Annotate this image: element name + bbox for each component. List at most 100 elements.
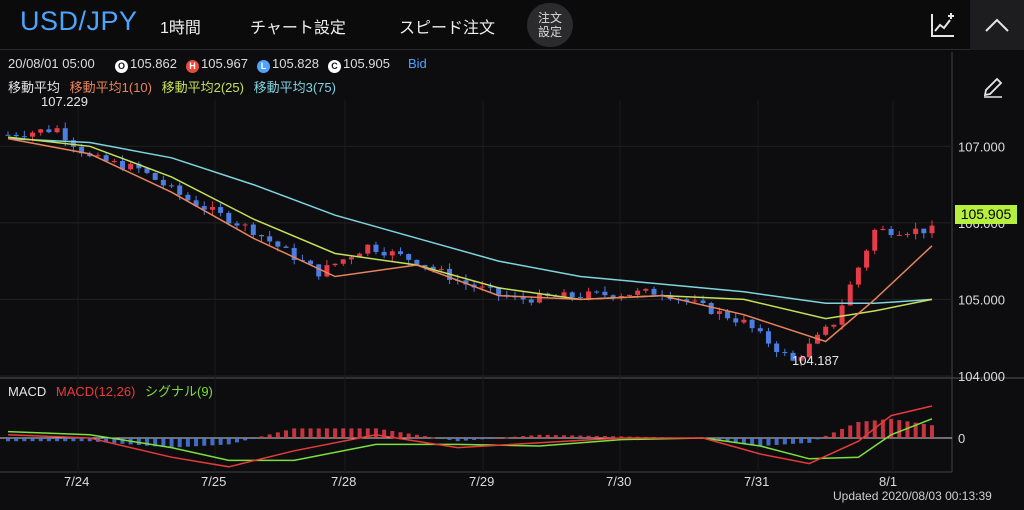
macd-histogram-bar <box>905 421 910 438</box>
macd-histogram-bar <box>553 435 558 438</box>
candle-body <box>569 292 575 298</box>
macd-histogram-bar <box>913 422 918 438</box>
draw-tool-button[interactable] <box>972 72 1014 102</box>
candle-body <box>275 241 281 247</box>
candle-body <box>757 328 763 332</box>
currency-pair-selector[interactable]: USD/JPY <box>20 6 138 36</box>
ohlc-high: H 105.967 <box>186 56 248 73</box>
candle-body <box>119 161 125 170</box>
macd-histogram-bar <box>790 438 795 444</box>
macd-histogram-bar <box>594 435 599 438</box>
macd-histogram-bar <box>545 434 550 438</box>
macd-histogram-bar <box>831 432 836 438</box>
macd-histogram-bar <box>570 435 575 438</box>
macd-histogram-bar <box>880 419 885 438</box>
macd-histogram-bar <box>30 438 35 442</box>
candle-body <box>594 291 600 293</box>
macd-histogram-bar <box>185 438 190 447</box>
price-tick-label: 105.000 <box>958 292 1005 307</box>
macd-histogram-bar <box>537 434 542 438</box>
candle-body <box>749 319 755 329</box>
candle-body <box>30 132 36 137</box>
macd-histogram-bar <box>136 438 141 446</box>
macd-histogram-bar <box>472 438 477 440</box>
timeframe-button[interactable]: 1時間 <box>160 20 201 37</box>
candle-body <box>111 161 117 163</box>
add-indicator-button[interactable] <box>916 0 970 50</box>
collapse-button[interactable] <box>970 0 1024 50</box>
macd-histogram-bar <box>259 436 264 438</box>
price-tick-label: 104.000 <box>958 369 1005 384</box>
ma3-line <box>7 137 933 305</box>
candle-body <box>496 287 502 295</box>
chart-grid <box>0 52 1024 473</box>
candle-body <box>692 300 698 302</box>
macd-histogram-bar <box>619 436 624 438</box>
candle-body <box>234 223 240 226</box>
high-value: 105.967 <box>201 56 248 71</box>
macd-histogram-bar <box>341 428 346 438</box>
candle-body <box>201 206 207 210</box>
candle-body <box>438 268 444 270</box>
macd-histogram-bar <box>823 435 828 438</box>
time-tick-label: 7/29 <box>469 474 494 489</box>
candle-body <box>487 286 493 288</box>
candle-body <box>373 244 379 252</box>
macd-histogram-bar <box>46 438 51 442</box>
order-settings-label-1: 注文 <box>537 11 562 25</box>
candle-body <box>626 294 632 296</box>
candle-body <box>177 185 183 195</box>
candle-body <box>921 228 927 234</box>
candle-body <box>389 251 395 256</box>
speed-order-button[interactable]: スピード注文 <box>399 20 496 37</box>
macd-histogram-bar <box>578 435 583 438</box>
time-tick-label: 7/31 <box>744 474 769 489</box>
candle-body <box>602 291 608 296</box>
macd-histogram-bar <box>782 438 787 445</box>
chart-settings-button[interactable]: チャート設定 <box>250 20 346 37</box>
macd-histogram-bar <box>799 438 804 444</box>
candle-body <box>929 225 935 234</box>
macd-histogram-bar <box>562 435 567 438</box>
macd-histogram-bar <box>455 438 460 442</box>
ohlc-info-row: 20/08/01 05:00 O 105.862 H 105.967 L 105.82… <box>0 52 1024 74</box>
close-value: 105.905 <box>343 56 390 71</box>
ohlc-low: L 105.828 <box>257 56 319 73</box>
candle-body <box>87 153 93 157</box>
macd-histogram-bar <box>357 428 362 438</box>
candle-body <box>733 318 739 323</box>
high-annotation: 107.229 <box>41 94 88 109</box>
candle-body <box>855 267 861 285</box>
macd-histogram-bar <box>226 438 231 445</box>
macd-histogram-bar <box>741 438 746 444</box>
macd-histogram-bar <box>406 433 411 438</box>
order-settings-button[interactable]: 注文 設定 <box>527 3 573 47</box>
candle-body <box>586 291 592 299</box>
macd-legend: MACD MACD(12,26) シグナル(9) <box>8 381 213 400</box>
open-value: 105.862 <box>130 56 177 71</box>
macd-histogram-bar <box>324 428 329 438</box>
candle-body <box>308 260 314 265</box>
candle-body <box>160 179 166 186</box>
candle-body <box>479 286 485 288</box>
macd-histogram-bar <box>889 418 894 438</box>
macd-histogram-bar <box>218 438 223 445</box>
low-badge-icon: L <box>257 60 270 73</box>
macd-histogram-bar <box>177 438 182 448</box>
macd-histogram-bar <box>611 436 616 438</box>
macd-histogram-bar <box>382 429 387 438</box>
candle-body <box>62 128 68 141</box>
macd-histogram-bar <box>22 438 27 442</box>
candle-body <box>823 326 829 335</box>
macd-histogram-bar <box>512 436 517 438</box>
macd-histogram-bar <box>864 421 869 438</box>
time-tick-label: 7/25 <box>201 474 226 489</box>
open-badge-icon: O <box>115 60 128 73</box>
macd-histogram-bar <box>447 438 452 440</box>
macd-histogram-bar <box>766 438 771 446</box>
candle-body <box>904 234 910 236</box>
macd-histogram-bar <box>202 438 207 446</box>
macd-histogram-bar <box>145 438 150 446</box>
candle-body <box>913 228 919 235</box>
